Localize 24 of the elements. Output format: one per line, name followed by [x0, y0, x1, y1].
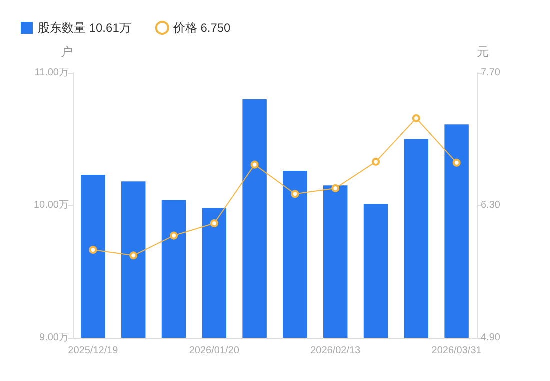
point — [130, 252, 138, 260]
point — [452, 158, 461, 167]
y2-axis-title: 元 — [477, 45, 489, 59]
y-tick-label: 10.00万 — [34, 200, 69, 211]
x-tick-label: 2026/01/20 — [189, 346, 240, 356]
point — [332, 184, 340, 192]
point — [250, 160, 259, 169]
point — [372, 158, 380, 166]
y-axis-title: 户 — [61, 45, 73, 59]
x-tick-label: 2025/12/19 — [68, 346, 119, 356]
legend-label: 价格 6.750 — [172, 21, 232, 35]
x-tick-label: 2026/03/31 — [432, 346, 482, 356]
point — [210, 219, 218, 228]
point — [170, 232, 178, 240]
point — [291, 190, 300, 198]
y-tick-label: 9.00万 — [40, 332, 69, 344]
point — [89, 246, 98, 254]
y-tick-label: 11.00万 — [34, 68, 69, 78]
point — [412, 114, 420, 122]
x-tick-label: 2026/02/13 — [310, 346, 362, 356]
y2-tick-label: 7.70 — [481, 68, 501, 78]
legend-label: 股东数量 10.61万 — [38, 21, 132, 35]
y2-tick-label: 6.30 — [481, 200, 501, 211]
y2-tick-label: 4.90 — [481, 332, 501, 344]
